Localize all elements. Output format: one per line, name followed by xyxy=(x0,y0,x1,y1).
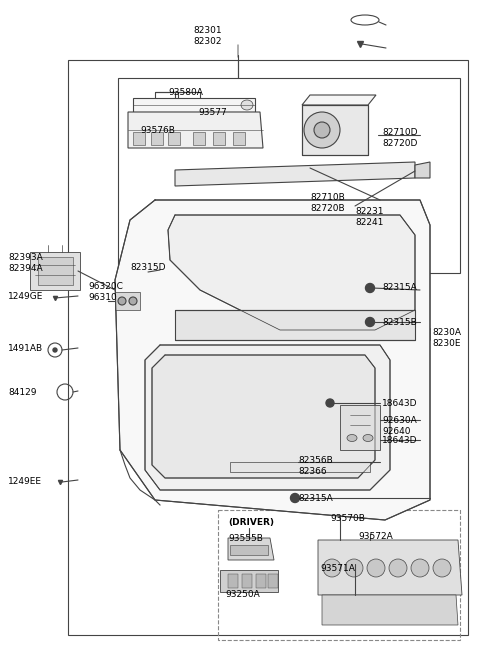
Text: 84129: 84129 xyxy=(8,388,36,397)
Bar xyxy=(118,78,460,273)
Circle shape xyxy=(314,122,330,138)
Text: 93250A: 93250A xyxy=(225,590,260,599)
Bar xyxy=(151,132,163,145)
Polygon shape xyxy=(175,162,415,186)
Polygon shape xyxy=(322,595,458,625)
Polygon shape xyxy=(168,215,415,330)
Text: 82301
82302: 82301 82302 xyxy=(194,26,222,46)
Circle shape xyxy=(326,399,334,407)
Polygon shape xyxy=(230,462,370,472)
Polygon shape xyxy=(128,112,263,148)
Polygon shape xyxy=(175,310,415,340)
Text: 82315B: 82315B xyxy=(382,318,417,327)
Text: 82356B
82366: 82356B 82366 xyxy=(298,456,333,476)
Bar xyxy=(133,132,145,145)
Bar xyxy=(233,132,245,145)
Polygon shape xyxy=(340,405,380,450)
Polygon shape xyxy=(228,538,274,560)
Text: 1491AB: 1491AB xyxy=(8,344,43,353)
Ellipse shape xyxy=(363,434,373,442)
Circle shape xyxy=(389,559,407,577)
Text: 1249EE: 1249EE xyxy=(8,477,42,486)
Polygon shape xyxy=(115,200,430,520)
Polygon shape xyxy=(152,355,375,478)
Text: 93570B: 93570B xyxy=(330,514,365,523)
Bar xyxy=(218,510,460,640)
Circle shape xyxy=(345,559,363,577)
Text: 82393A
82394A: 82393A 82394A xyxy=(8,253,43,273)
Bar xyxy=(168,132,180,145)
Polygon shape xyxy=(415,162,430,178)
Ellipse shape xyxy=(347,434,357,442)
Text: 93576B: 93576B xyxy=(140,126,175,135)
Polygon shape xyxy=(318,540,462,595)
Text: 8230A
8230E: 8230A 8230E xyxy=(432,328,461,348)
Circle shape xyxy=(53,348,57,352)
Text: 18643D: 18643D xyxy=(382,436,418,445)
Circle shape xyxy=(118,297,126,305)
Text: 82315A: 82315A xyxy=(298,494,333,503)
Text: 93572A: 93572A xyxy=(358,532,393,541)
Text: 82710B
82720B: 82710B 82720B xyxy=(310,193,345,213)
Bar xyxy=(68,60,468,635)
Circle shape xyxy=(367,559,385,577)
Bar xyxy=(213,132,225,145)
Circle shape xyxy=(365,317,374,327)
Text: 92630A
92640: 92630A 92640 xyxy=(382,416,417,436)
Text: 18643D: 18643D xyxy=(382,399,418,408)
Circle shape xyxy=(433,559,451,577)
Polygon shape xyxy=(30,252,80,290)
Text: 93580A: 93580A xyxy=(168,88,203,97)
Text: 82315D: 82315D xyxy=(130,263,166,272)
Bar xyxy=(230,545,268,555)
Polygon shape xyxy=(302,105,368,155)
Text: 1249GE: 1249GE xyxy=(8,292,43,301)
Text: (DRIVER): (DRIVER) xyxy=(228,518,274,527)
Bar xyxy=(268,574,278,588)
Circle shape xyxy=(323,559,341,577)
Polygon shape xyxy=(220,570,278,592)
Bar xyxy=(242,574,252,588)
Polygon shape xyxy=(145,345,390,490)
Text: 93571A: 93571A xyxy=(320,564,355,573)
Text: 82231
82241: 82231 82241 xyxy=(355,207,384,227)
Text: 96320C
96310: 96320C 96310 xyxy=(88,282,123,302)
Text: 82315A: 82315A xyxy=(382,283,417,292)
Bar xyxy=(228,574,238,588)
Text: 93555B: 93555B xyxy=(228,534,263,543)
Text: 93577: 93577 xyxy=(198,108,227,117)
Circle shape xyxy=(129,297,137,305)
Text: 82710D
82720D: 82710D 82720D xyxy=(382,128,418,148)
Circle shape xyxy=(304,112,340,148)
Bar xyxy=(193,132,205,145)
Polygon shape xyxy=(302,95,376,105)
Ellipse shape xyxy=(241,100,253,110)
Bar xyxy=(38,257,73,285)
Polygon shape xyxy=(133,98,255,112)
Circle shape xyxy=(411,559,429,577)
Circle shape xyxy=(365,283,374,293)
Polygon shape xyxy=(115,292,140,310)
Bar xyxy=(256,574,266,588)
Circle shape xyxy=(290,493,300,503)
